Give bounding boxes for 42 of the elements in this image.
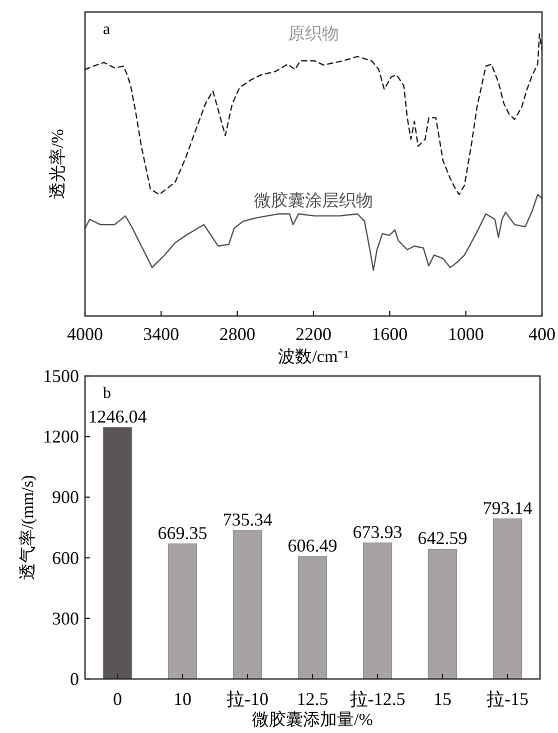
series-label: 微胶囊涂层织物: [254, 190, 373, 210]
series-label: 原织物: [288, 24, 339, 43]
annotation: a: [103, 21, 110, 38]
data-label: 1246.04: [88, 406, 147, 426]
bar: [362, 542, 392, 680]
y-tick-label: 1200: [43, 426, 79, 447]
x-axis-title: 波数/cm⁻¹: [278, 347, 349, 366]
y-tick-label: 1500: [43, 366, 79, 386]
x-tick-label: 400: [528, 324, 556, 344]
x-tick-label: 2800: [219, 324, 256, 344]
x-tick-label: 拉-15: [486, 689, 528, 709]
x-tick-label: 1600: [372, 324, 408, 344]
x-tick-label: 3400: [143, 324, 180, 344]
annotation: b: [103, 385, 111, 402]
y-tick-label: 0: [70, 669, 79, 689]
bar: [298, 556, 328, 680]
x-tick-label: 15: [434, 689, 452, 709]
x-tick-label: 10: [174, 689, 192, 709]
x-tick-label: 0: [113, 689, 122, 709]
x-axis-title: 微胶囊添加量/%: [252, 710, 373, 729]
bar: [232, 530, 262, 680]
y-tick-label: 300: [52, 608, 79, 628]
bar: [168, 543, 198, 680]
x-tick-label: 拉-12.5: [350, 689, 406, 709]
x-tick-label: 拉-10: [226, 689, 268, 709]
x-tick-label: 2200: [296, 324, 332, 344]
data-label: 642.59: [418, 528, 468, 548]
bar: [102, 427, 132, 680]
bar: [492, 518, 522, 680]
x-tick-label: 1000: [448, 324, 484, 344]
data-label: 669.35: [158, 522, 208, 543]
y-axis-title: 透气率/(mm/s): [18, 475, 37, 580]
y-tick-label: 600: [52, 548, 79, 568]
y-tick-label: 900: [52, 487, 79, 508]
data-label: 735.34: [222, 509, 272, 530]
x-tick-label: 4000: [67, 324, 103, 344]
data-label: 673.93: [352, 522, 402, 542]
bar: [428, 548, 458, 680]
x-tick-label: 12.5: [296, 689, 328, 709]
data-label: 606.49: [288, 535, 338, 556]
y-axis-title: 透光率/%: [48, 129, 67, 199]
data-label: 793.14: [482, 498, 532, 518]
